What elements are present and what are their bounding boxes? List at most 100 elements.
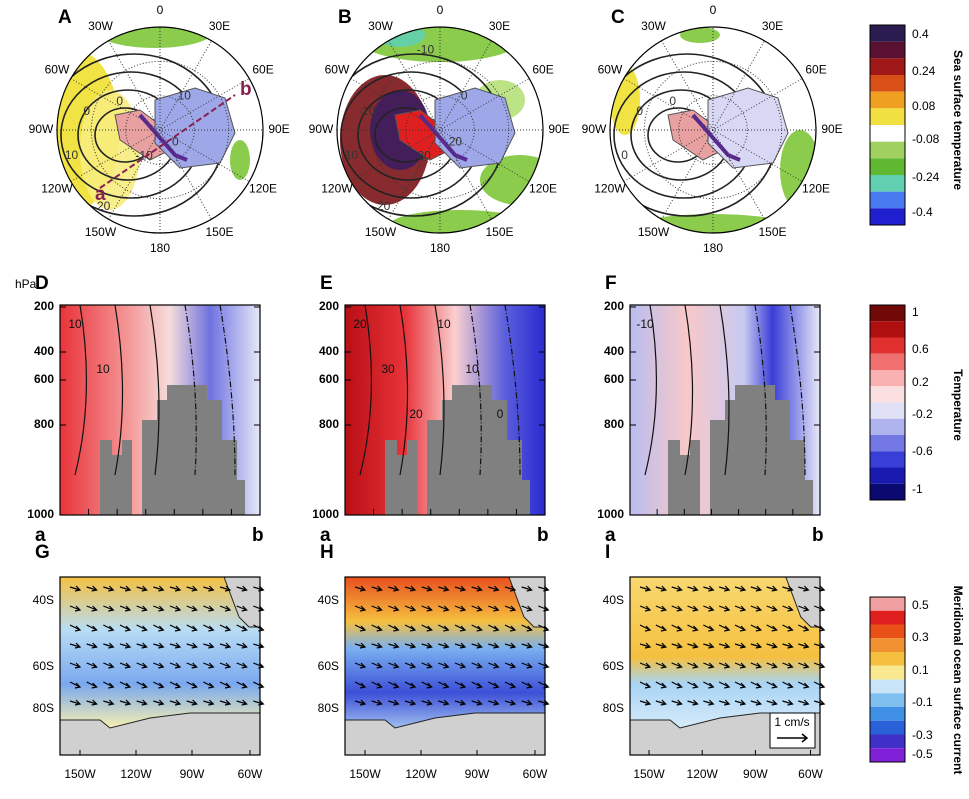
longitude-label: 150E — [205, 225, 233, 239]
pressure-label: 600 — [34, 372, 54, 386]
current-arrow — [734, 699, 747, 706]
section-end: a — [605, 525, 616, 546]
latitude-label: 60S — [33, 659, 54, 673]
contour-label: 0 — [621, 148, 628, 162]
current-arrow — [766, 699, 778, 706]
current-arrow — [371, 662, 383, 669]
sst-anomaly — [780, 130, 816, 210]
colorbar-bin — [870, 58, 905, 75]
latitude-label: 60S — [603, 659, 624, 673]
contour-label: 20 — [97, 199, 111, 213]
colorbar-title: Sea surface temperature — [951, 50, 965, 190]
longitude-label: 150W — [633, 767, 665, 781]
colorbar-bin — [870, 321, 905, 338]
current-arrow — [354, 642, 367, 649]
topography — [100, 385, 245, 515]
current-arrow — [236, 585, 248, 592]
colorbar-bin — [870, 108, 905, 125]
contour-label: 0 — [669, 94, 676, 108]
topography — [385, 385, 530, 515]
contour-label: 10 — [437, 317, 451, 331]
longitude-label: 150W — [349, 767, 381, 781]
current-arrow — [186, 699, 198, 706]
colorbar-bin — [870, 720, 905, 735]
pressure-label: 600 — [604, 372, 624, 386]
contour-label: 0 — [636, 104, 643, 118]
longitude-label: 60W — [45, 63, 70, 77]
current-arrow — [169, 642, 182, 649]
current-arrow — [186, 605, 198, 612]
polar-map — [610, 27, 816, 233]
pressure-label: 1000 — [27, 507, 54, 521]
current-arrow — [750, 662, 763, 669]
current-arrow — [153, 605, 165, 612]
contour-label: 0 — [83, 104, 90, 118]
current-arrow — [119, 662, 132, 669]
current-arrow — [438, 585, 450, 592]
longitude-label: 0 — [157, 3, 164, 17]
panel-label: G — [35, 542, 50, 563]
current-arrow — [671, 681, 683, 689]
latitude-label: 80S — [318, 701, 339, 715]
current-arrow — [219, 699, 232, 706]
map-border — [56, 26, 264, 234]
current-arrow — [388, 642, 400, 649]
current-arrow — [703, 605, 715, 612]
contour — [469, 304, 482, 476]
longitude-label: 120W — [687, 767, 719, 781]
current-arrow — [504, 605, 517, 612]
current-arrow — [219, 624, 232, 632]
current-arrow — [471, 585, 483, 592]
colorbar-bin — [870, 402, 905, 419]
longitude-label: 30W — [88, 19, 113, 33]
current-arrow — [639, 662, 652, 669]
current-arrow — [203, 585, 215, 592]
current-arrow — [718, 585, 731, 592]
current-arrow — [421, 642, 433, 649]
latitude-label: 40S — [318, 593, 339, 607]
latitude-label: 40S — [603, 593, 624, 607]
current-arrow — [421, 699, 433, 706]
pressure-label: 1000 — [312, 507, 339, 521]
panel-label: E — [320, 273, 333, 294]
current-arrow — [766, 605, 778, 612]
pressure-label: 200 — [319, 299, 339, 313]
longitude-label: 90E — [821, 122, 842, 136]
longitude-label: 150W — [64, 767, 96, 781]
current-arrow — [404, 585, 417, 592]
current-arrow — [69, 585, 82, 592]
latitude-label: 60S — [318, 659, 339, 673]
pressure-label: 200 — [34, 299, 54, 313]
current-arrow — [655, 699, 668, 706]
current-arrow — [153, 642, 165, 649]
current-arrow — [119, 605, 132, 612]
contour — [74, 304, 88, 476]
sst-anomaly — [95, 27, 215, 48]
contour — [219, 304, 236, 476]
colorbar-tick: 0.3 — [912, 630, 929, 644]
current-arrow — [388, 585, 400, 592]
current-arrow — [813, 699, 826, 706]
current-arrow — [687, 624, 699, 632]
current-arrow — [169, 681, 182, 689]
current-arrow — [388, 662, 400, 669]
contour-label: 0 — [116, 94, 123, 108]
colorbar-tick: -0.08 — [912, 132, 940, 146]
current-arrow — [119, 681, 132, 689]
graticule — [108, 40, 212, 220]
section-end: b — [537, 525, 549, 546]
contour-label: 10 — [465, 362, 479, 376]
current-arrow — [421, 662, 433, 669]
longitude-label: 150E — [485, 225, 513, 239]
colorbar-bin — [870, 158, 905, 175]
current-arrow — [750, 642, 763, 649]
current-arrow — [136, 642, 148, 649]
current-arrow — [813, 642, 826, 649]
contour-label: 10 — [96, 362, 110, 376]
current-arrow — [687, 642, 699, 649]
current-arrow — [655, 605, 668, 612]
current-arrow — [813, 662, 826, 669]
contour-label: 10 — [178, 88, 192, 102]
current-arrow — [169, 624, 182, 632]
longitude-label: 120W — [321, 182, 353, 196]
